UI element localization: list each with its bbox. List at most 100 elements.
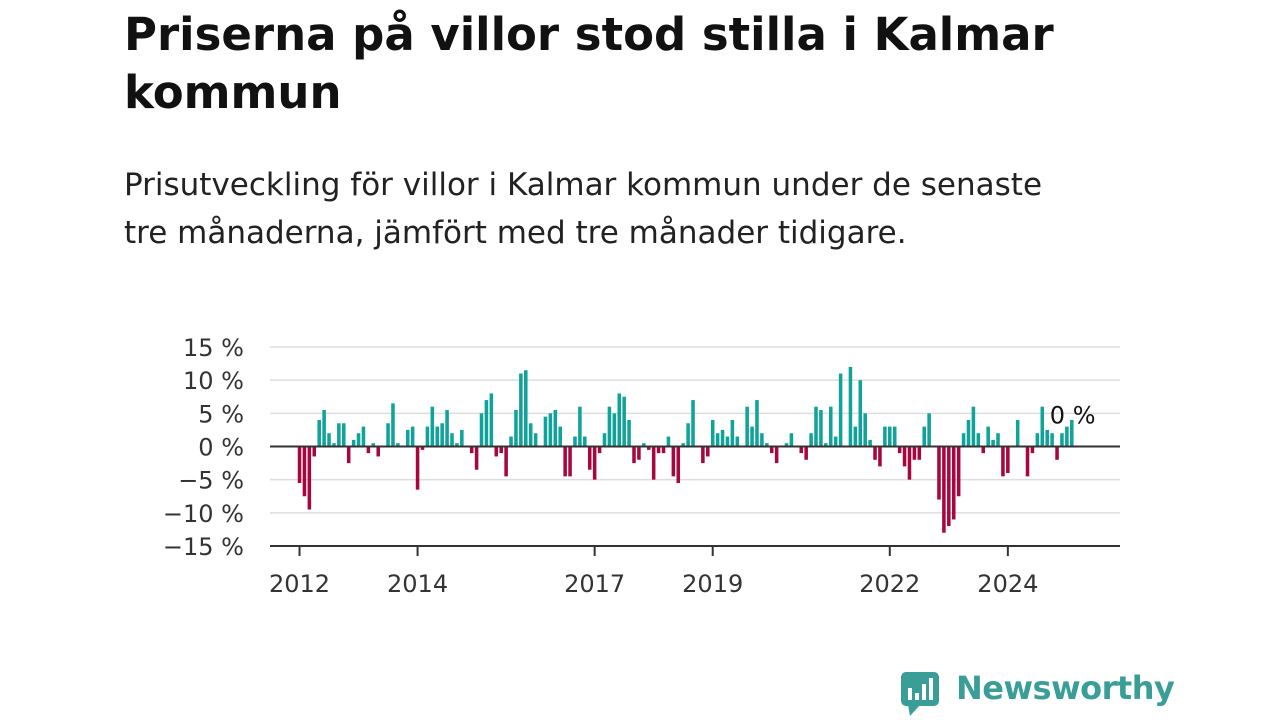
bar (961, 433, 966, 447)
bar (966, 419, 971, 447)
bar (597, 446, 602, 454)
bar (725, 436, 730, 447)
bar (868, 439, 872, 447)
bar (848, 366, 853, 447)
bar (484, 400, 489, 447)
bar (656, 446, 661, 454)
bar (922, 426, 926, 447)
bar (563, 446, 567, 477)
bar (833, 436, 838, 447)
bar (445, 410, 449, 447)
bar (607, 406, 612, 447)
bar (469, 446, 474, 454)
bar (789, 433, 794, 447)
bar (430, 406, 435, 447)
x-tick-label: 2014 (387, 570, 448, 598)
bar (533, 433, 538, 447)
y-tick-label: 10 % (183, 367, 244, 395)
chart-subtitle: Prisutveckling för villor i Kalmar kommu… (124, 167, 1043, 251)
bar (799, 446, 804, 454)
bar (1070, 419, 1074, 447)
bar (361, 426, 366, 447)
bar (356, 433, 361, 447)
bar (297, 446, 302, 483)
bar (730, 419, 735, 447)
bar (509, 436, 513, 447)
bar (602, 433, 607, 447)
bar (676, 446, 681, 483)
bar (912, 446, 917, 460)
bar (691, 400, 695, 447)
bar (1060, 433, 1064, 447)
bar (617, 393, 622, 447)
bar (745, 406, 749, 447)
bar (494, 446, 499, 457)
bar (917, 446, 922, 460)
bar (681, 443, 685, 447)
bar (627, 419, 631, 447)
bar (774, 446, 779, 464)
bar (642, 443, 646, 447)
bar (499, 446, 503, 454)
bar (592, 446, 597, 480)
bar (332, 443, 336, 447)
bar (455, 443, 459, 447)
bar (1025, 446, 1030, 477)
bar (858, 380, 863, 447)
bar (666, 436, 671, 447)
bar (883, 426, 887, 447)
bar (942, 446, 946, 533)
bar (312, 446, 317, 457)
bar (302, 446, 307, 497)
bar (710, 419, 715, 447)
bar (386, 423, 390, 447)
bar (528, 423, 533, 447)
bar (671, 446, 676, 477)
bar (558, 426, 562, 447)
bar (1006, 446, 1010, 474)
bar (405, 429, 410, 447)
bar (971, 406, 976, 447)
bar (981, 446, 986, 454)
bar (351, 439, 356, 447)
bar (524, 370, 528, 447)
bar (701, 446, 705, 464)
bar (853, 426, 858, 447)
bar (878, 446, 882, 467)
bar (824, 443, 828, 447)
bar (947, 446, 951, 527)
x-tick-label: 2019 (682, 570, 743, 598)
bar (474, 446, 479, 470)
bar (346, 446, 351, 464)
bar (1015, 419, 1020, 447)
bar (410, 426, 415, 447)
bar (715, 433, 720, 447)
bar (396, 443, 400, 447)
bar (838, 373, 843, 447)
x-tick-label: 2022 (859, 570, 920, 598)
bar (956, 446, 961, 497)
bar (1050, 433, 1054, 447)
bar (897, 446, 902, 454)
bar (307, 446, 312, 510)
bar (1055, 446, 1059, 460)
bar (951, 446, 956, 520)
bar (479, 413, 484, 447)
bar (514, 410, 518, 447)
bar (317, 419, 321, 447)
bar (760, 433, 764, 447)
bar (769, 446, 774, 454)
bar (686, 423, 690, 447)
bar (735, 436, 740, 447)
bar (892, 426, 897, 447)
bar (907, 446, 912, 480)
bar (420, 446, 425, 450)
bar (1040, 406, 1045, 447)
bar (391, 403, 395, 447)
bar (366, 446, 371, 454)
bar (460, 429, 464, 447)
y-tick-label: −5 % (178, 467, 244, 495)
bar (568, 446, 572, 477)
bar (937, 446, 941, 500)
bar (637, 446, 641, 460)
